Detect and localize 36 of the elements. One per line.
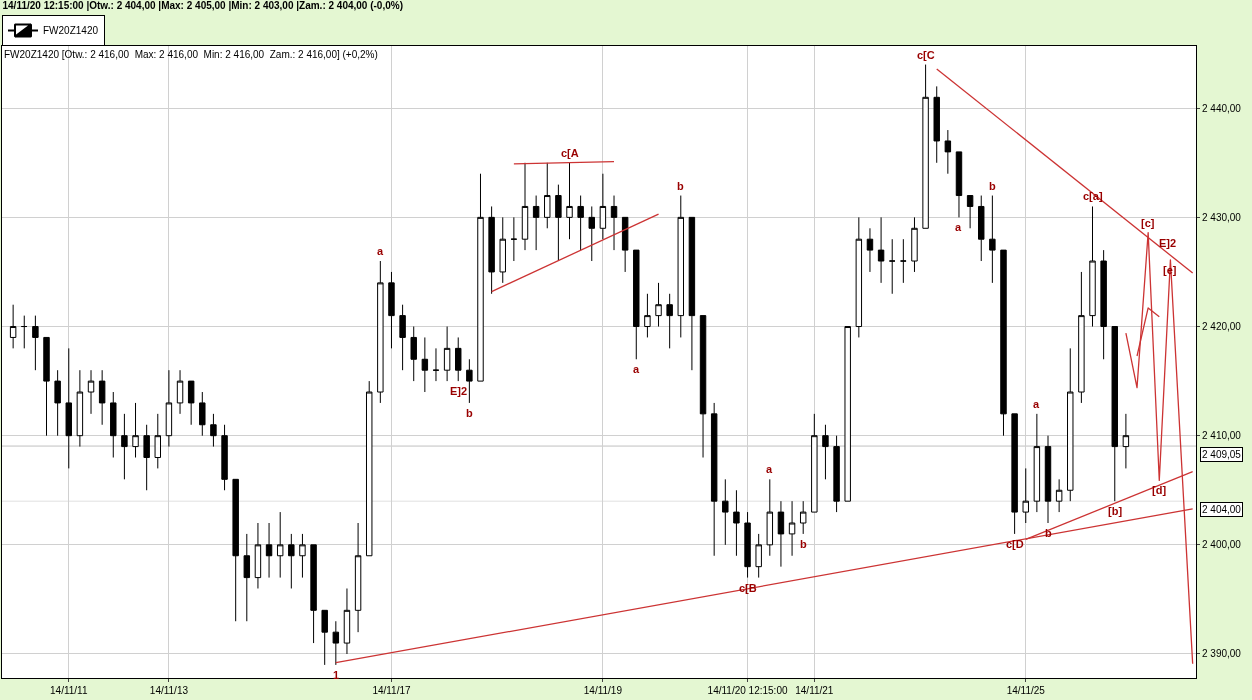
text: a: [633, 363, 640, 375]
text: c[C: [917, 49, 935, 61]
ref-line-label: 2 404,00: [1202, 504, 1242, 515]
text: a: [377, 245, 384, 257]
y-tick-label: 2 420,00: [1202, 321, 1242, 333]
text: a: [955, 221, 962, 233]
legend-label: FW20Z1420: [43, 25, 99, 37]
y-tick-label: 2 410,00: [1202, 430, 1242, 442]
data-label: [d]: [1152, 484, 1167, 496]
text: b: [989, 180, 996, 192]
y-tick-label: 2 440,00: [1202, 102, 1242, 114]
x-tick-label: 14/11/25: [1006, 685, 1046, 696]
text: a: [1033, 398, 1040, 410]
x-tick-label: 14/11/21: [795, 685, 834, 696]
ref-line-label: 2 409,05: [1202, 449, 1242, 460]
data-label: [c]: [1141, 217, 1155, 229]
text: b: [466, 407, 473, 419]
text: b: [677, 180, 684, 192]
text: [b]: [1108, 505, 1123, 517]
text: 1: [333, 669, 340, 681]
text: E]2: [450, 385, 468, 397]
text: b: [800, 538, 807, 550]
x-tick-label: 14/11/19: [583, 685, 623, 696]
text: c[A: [561, 147, 579, 159]
x-tick-label: 14/11/17: [372, 685, 411, 696]
text: c[D: [1006, 538, 1024, 550]
y-tick-label: 2 390,00: [1202, 648, 1242, 660]
x-tick-label: 14/11/13: [149, 685, 189, 696]
x-tick-label: 14/11/20 12:15:00: [707, 685, 788, 696]
x-tick-label: 14/11/11: [50, 685, 88, 696]
text: a: [766, 463, 773, 475]
chart-title: 14/11/20 12:15:00 |Otw.: 2 404,00 |Max: 2 405,00 |Min: 2 403,00 |Zam.: 2 404,00 (-0,0%): [2, 0, 403, 11]
y-tick-label: 2 430,00: [1202, 211, 1242, 223]
chart-subtitle: FW20Z1420 [Otw.: 2 416,00 Max: 2 416,00 Min: 2 416,00 Zam.: 2 416,00] (+0,2%): [4, 49, 378, 60]
y-tick-label: 2 400,00: [1202, 539, 1242, 551]
annotation: E]2: [1159, 237, 1177, 249]
